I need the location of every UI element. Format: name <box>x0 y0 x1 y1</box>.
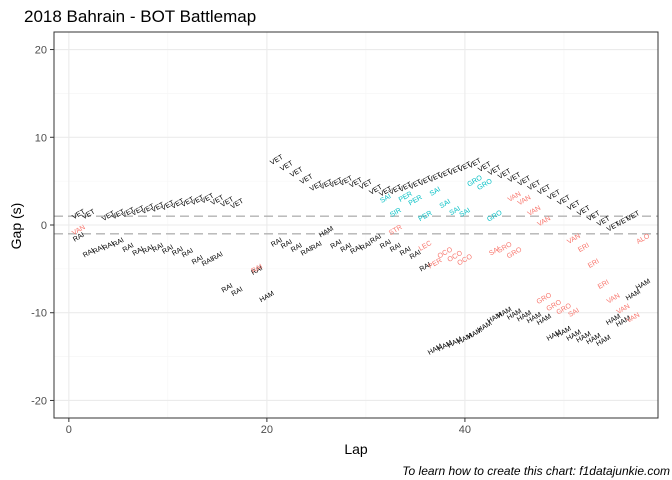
driver-label: RAI <box>211 251 225 263</box>
driver-label: RAI <box>102 240 116 252</box>
driver-label: RAI <box>250 265 264 277</box>
y-axis-title: Gap (s) <box>8 203 24 250</box>
plot-panel: 0 20 40 -20 -10 0 10 20 <box>31 31 659 436</box>
driver-label: ERI <box>577 242 591 254</box>
driver-label: RAI <box>92 244 106 256</box>
driver-label: RAI <box>379 239 393 251</box>
driver-label: SAI <box>379 193 392 205</box>
x-axis-title: Lap <box>344 441 368 457</box>
chart-caption: To learn how to create this chart: f1dat… <box>402 464 670 478</box>
driver-label: RAI <box>280 239 294 251</box>
driver-label: RAI <box>290 242 304 254</box>
driver-label: RAI <box>82 247 96 259</box>
x-tick-label: 0 <box>66 424 72 436</box>
y-tick-label: 0 <box>41 220 47 232</box>
y-tick-label: 10 <box>35 132 47 144</box>
driver-label: RAI <box>132 246 146 258</box>
driver-label: RAI <box>221 283 235 295</box>
driver-label: SAI <box>488 246 501 258</box>
driver-label: RAI <box>349 244 363 256</box>
driver-label: RAI <box>339 242 353 254</box>
driver-label: RAI <box>369 233 383 245</box>
driver-label: RAI <box>399 246 413 258</box>
driver-label: RAI <box>141 244 155 256</box>
driver-label: SAI <box>458 207 471 219</box>
driver-label: RAI <box>419 261 433 273</box>
driver-label: RAI <box>250 263 264 275</box>
driver-label: RAI <box>231 286 245 298</box>
x-tick-label: 40 <box>459 424 471 436</box>
driver-label: RAI <box>181 247 195 259</box>
driver-label: SIR <box>389 207 403 219</box>
y-tick-label: 20 <box>35 45 47 57</box>
driver-label: SAI <box>567 307 580 319</box>
driver-label: SAI <box>449 205 462 217</box>
driver-label: RAI <box>151 242 165 254</box>
driver-label: RAI <box>161 244 175 256</box>
driver-label: RAI <box>389 242 403 254</box>
driver-label: RAI <box>112 237 126 249</box>
driver-label: RAI <box>122 242 136 254</box>
y-tick-label: -10 <box>31 308 47 320</box>
driver-label: ERI <box>587 258 601 270</box>
driver-label: RAI <box>409 249 423 261</box>
driver-label: SAI <box>439 198 452 210</box>
driver-label: RAI <box>171 246 185 258</box>
driver-label: RAI <box>310 240 324 252</box>
driver-label: SAI <box>429 186 442 198</box>
driver-label: RAI <box>191 254 205 266</box>
driver-label: RAI <box>201 256 215 268</box>
chart-title: 2018 Bahrain - BOT Battlemap <box>24 7 256 26</box>
driver-label: ERI <box>597 279 611 291</box>
driver-label: RAI <box>300 246 314 258</box>
x-tick-label: 20 <box>261 424 273 436</box>
driver-label: RAI <box>72 232 86 244</box>
y-tick-label: -20 <box>31 395 47 407</box>
driver-label: RAI <box>330 239 344 251</box>
driver-label: RAI <box>359 240 373 252</box>
driver-label: RAI <box>270 237 284 249</box>
